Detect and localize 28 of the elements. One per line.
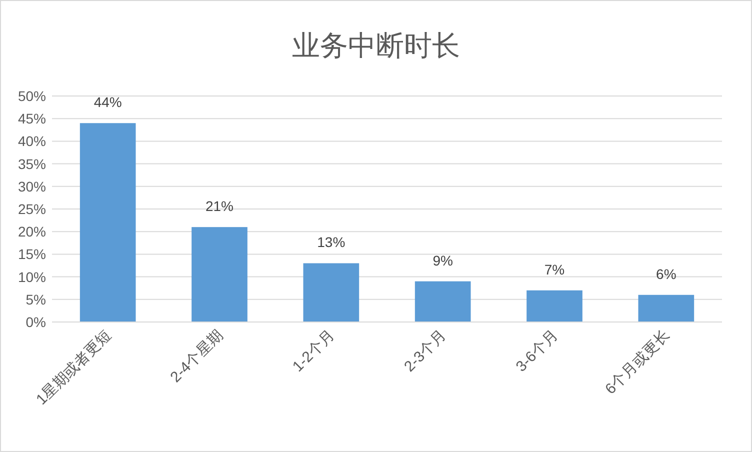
data-label: 9% <box>432 252 453 268</box>
x-tick-label: 6个月或更长 <box>602 326 673 398</box>
data-label: 6% <box>656 266 676 282</box>
data-label: 13% <box>317 234 346 250</box>
y-tick-label: 50% <box>18 88 46 104</box>
y-tick-label: 45% <box>18 110 46 127</box>
y-tick-label: 25% <box>18 201 46 217</box>
x-tick-label: 2-3个月 <box>401 326 450 376</box>
data-label: 7% <box>544 261 565 278</box>
bar <box>192 227 248 322</box>
x-tick-label: 3-6个月 <box>512 326 562 376</box>
x-tick-label: 1-2个月 <box>289 326 338 376</box>
y-tick-label: 30% <box>18 178 46 194</box>
bar <box>526 290 582 322</box>
x-tick-label: 2-4个星期 <box>167 326 226 386</box>
bar <box>638 294 694 322</box>
y-tick-label: 15% <box>18 246 46 262</box>
y-tick-label: 35% <box>18 156 46 172</box>
bar <box>303 263 360 322</box>
y-tick-label: 40% <box>18 133 46 150</box>
bar <box>80 123 136 322</box>
data-label: 21% <box>205 198 234 214</box>
data-label: 44% <box>94 94 122 110</box>
bar <box>414 281 471 322</box>
y-tick-label: 5% <box>26 291 46 308</box>
y-tick-label: 10% <box>18 268 46 285</box>
y-tick-label: 20% <box>18 224 46 240</box>
chart-title: 业务中断时长 <box>292 30 460 61</box>
